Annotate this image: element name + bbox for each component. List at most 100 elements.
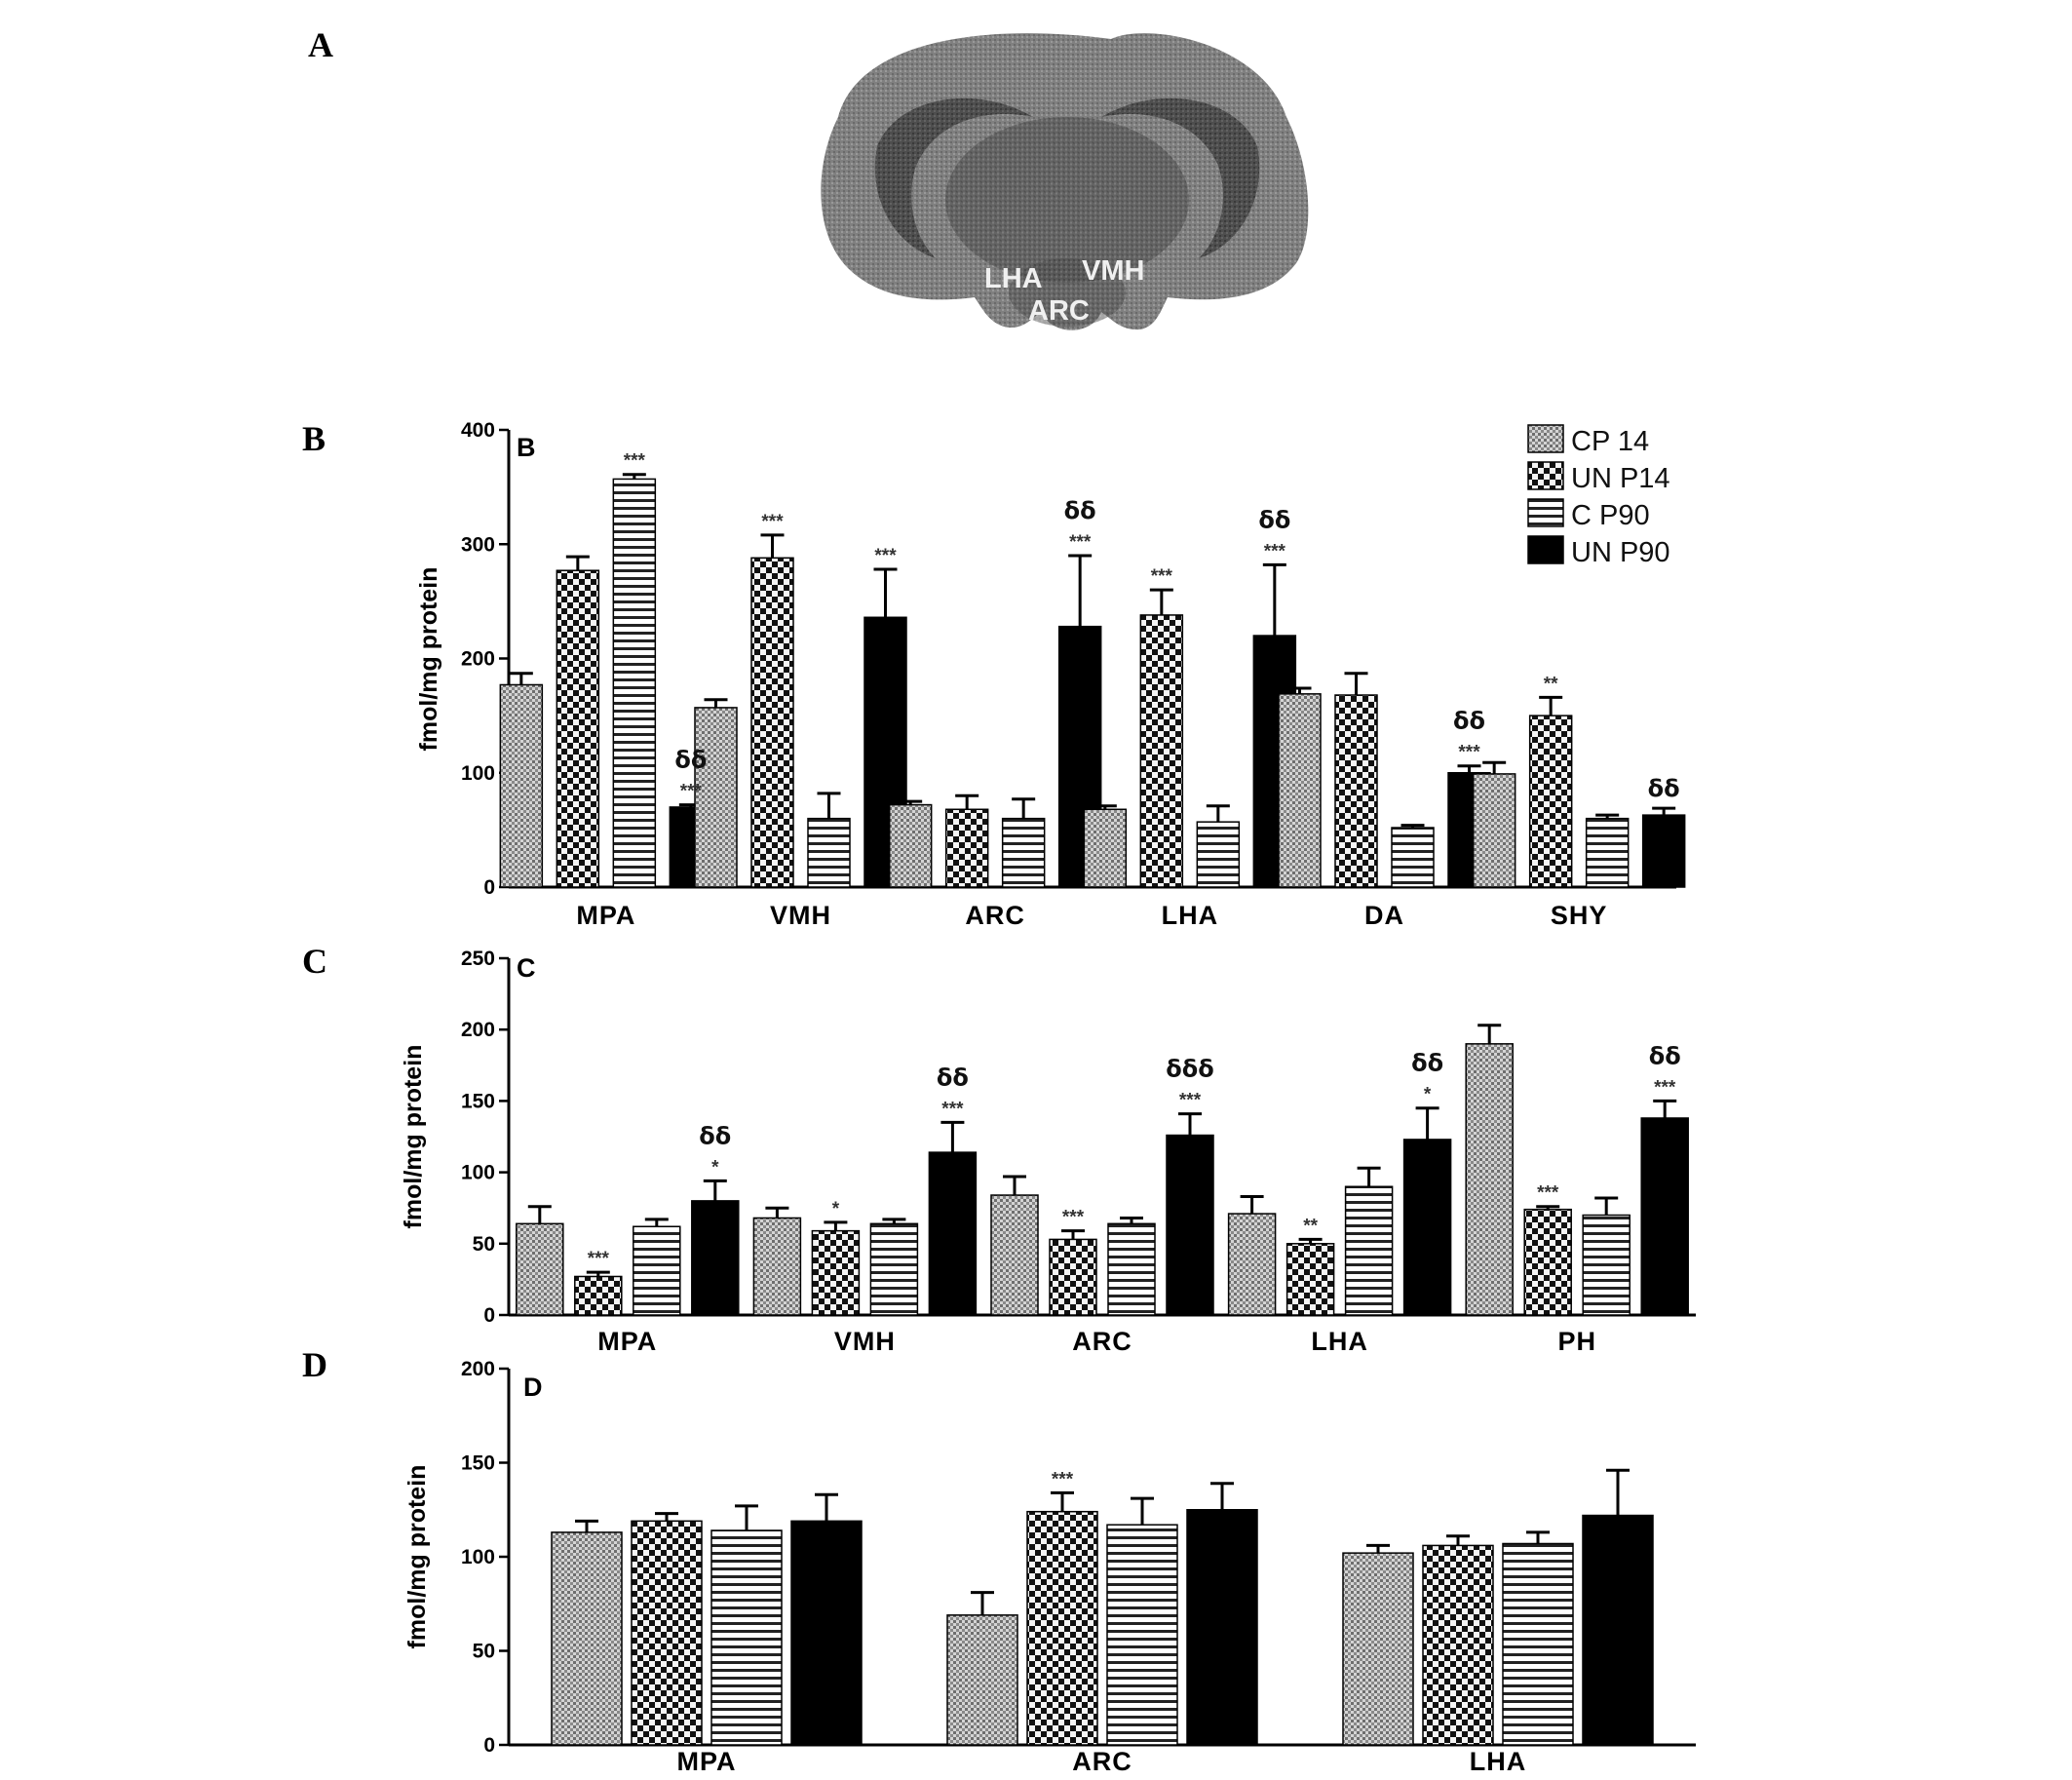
bar-c-lha-unp90 — [1402, 1139, 1452, 1316]
category-label-c-lha: LHA — [1311, 1327, 1368, 1356]
bar-b-shy-cp90 — [1585, 817, 1630, 888]
bar-d-lha-cp14 — [1342, 1552, 1414, 1746]
significance-mark-b-8-0: ** — [1544, 674, 1558, 694]
significance-mark-c-3-1: *** — [941, 1099, 964, 1119]
category-label-d-arc: ARC — [1072, 1747, 1132, 1776]
inner-panel-letter-c: C — [517, 953, 536, 983]
y-tick-label-d-4: 200 — [461, 1358, 495, 1380]
y-tick-label-c-3: 150 — [461, 1090, 495, 1112]
bar-d-arc-unp90 — [1186, 1509, 1258, 1746]
bar-b-mpa-cp14 — [499, 683, 544, 888]
bar-c-vmh-unp14 — [811, 1229, 861, 1316]
legend-swatch-unp90 — [1527, 535, 1564, 564]
significance-mark-d-0-0: *** — [1052, 1469, 1074, 1490]
bar-c-vmh-unp90 — [928, 1151, 978, 1316]
panel-letter-b: B — [302, 419, 326, 458]
y-tick-label-d-0: 0 — [483, 1734, 495, 1757]
category-label-d-lha: LHA — [1470, 1747, 1527, 1776]
bar-c-arc-cp14 — [990, 1194, 1039, 1316]
category-label-b-arc: ARC — [965, 901, 1025, 930]
y-tick-label-c-4: 200 — [461, 1019, 495, 1041]
bar-c-ph-cp14 — [1465, 1043, 1514, 1316]
significance-mark-b-6-1: *** — [1264, 541, 1286, 561]
bar-c-arc-cp90 — [1107, 1222, 1156, 1316]
category-label-b-lha: LHA — [1162, 901, 1219, 930]
significance-mark-b-2-0: *** — [761, 512, 784, 532]
bar-b-mpa-unp14 — [556, 569, 600, 888]
significance-mark-b-1-0: δδ — [674, 747, 707, 774]
significance-mark-c-3-0: δδ — [937, 1064, 969, 1091]
brain-label-lha: LHA — [984, 263, 1043, 294]
category-label-c-vmh: VMH — [834, 1327, 896, 1356]
bar-d-mpa-cp90 — [710, 1529, 783, 1746]
bar-c-ph-unp90 — [1640, 1117, 1689, 1316]
category-label-c-mpa: MPA — [597, 1327, 657, 1356]
legend-swatch-cp90 — [1527, 498, 1564, 527]
bar-c-vmh-cp14 — [752, 1217, 802, 1316]
bar-b-arc-unp14 — [944, 808, 989, 888]
y-tick-label-b-1: 100 — [461, 762, 495, 785]
panel-letter-d: D — [302, 1345, 327, 1384]
y-tick-label-d-3: 150 — [461, 1452, 495, 1475]
bar-b-vmh-unp14 — [750, 557, 794, 888]
significance-mark-b-3-0: *** — [874, 546, 897, 566]
significance-mark-c-6-0: ** — [1303, 1216, 1318, 1236]
bar-d-lha-unp90 — [1582, 1514, 1654, 1746]
significance-mark-c-5-0: δδδ — [1166, 1056, 1213, 1083]
bar-c-mpa-cp90 — [633, 1225, 681, 1316]
panel-letter-c: C — [302, 942, 327, 981]
category-label-b-shy: SHY — [1551, 901, 1608, 930]
bar-b-shy-unp14 — [1528, 715, 1573, 888]
bar-c-mpa-unp14 — [574, 1275, 623, 1316]
chart-panel-b: 0 100 200 300 400 fmol/mg protein B MPA VMH ARC LH… — [415, 419, 1686, 930]
bar-c-ph-unp14 — [1523, 1208, 1572, 1316]
bar-c-arc-unp90 — [1166, 1134, 1214, 1316]
significance-mark-c-8-0: *** — [1537, 1183, 1559, 1204]
bar-b-da-cp90 — [1391, 827, 1435, 888]
bar-b-lha-cp90 — [1196, 821, 1241, 888]
legend: CP 14 UN P14 C P90 UN P90 — [1527, 424, 1670, 568]
bar-b-shy-unp90 — [1641, 814, 1686, 888]
bar-b-mpa-cp90 — [612, 478, 657, 888]
inner-panel-letter-b: B — [517, 433, 536, 462]
significance-mark-c-9-1: *** — [1654, 1077, 1676, 1098]
bar-c-ph-cp90 — [1582, 1214, 1631, 1316]
bar-b-lha-cp14 — [1083, 808, 1128, 888]
bar-c-lha-cp14 — [1227, 1213, 1277, 1316]
brain-section-image: LHA VMH ARC — [821, 33, 1309, 330]
category-label-d-mpa: MPA — [677, 1747, 737, 1776]
legend-label-unp90: UN P90 — [1571, 537, 1670, 568]
chart-panel-c: 0 50 100 150 200 250 fmol/mg protein C MPA VMH ARC… — [400, 948, 1696, 1356]
significance-mark-b-6-0: δδ — [1258, 506, 1290, 533]
significance-mark-c-4-0: *** — [1062, 1208, 1085, 1228]
bar-c-mpa-cp14 — [516, 1222, 564, 1316]
bar-c-lha-cp90 — [1344, 1185, 1394, 1316]
bar-b-shy-cp14 — [1472, 773, 1516, 888]
significance-mark-c-2-0: * — [832, 1199, 840, 1219]
panel-letter-a: A — [308, 25, 333, 64]
chart-panel-d: 0 50 100 150 200 fmol/mg protein D MPA ARC LHA *** — [403, 1358, 1696, 1776]
legend-label-cp90: C P90 — [1571, 500, 1650, 531]
significance-mark-b-1-1: *** — [680, 782, 703, 802]
category-label-c-arc: ARC — [1072, 1327, 1132, 1356]
bar-c-vmh-cp90 — [869, 1222, 919, 1316]
significance-mark-b-9-0: δδ — [1648, 775, 1680, 802]
bar-d-mpa-unp90 — [790, 1520, 863, 1746]
y-tick-label-b-4: 400 — [461, 419, 495, 442]
bar-b-da-unp14 — [1334, 694, 1378, 888]
y-tick-label-d-1: 50 — [473, 1641, 495, 1663]
y-tick-label-c-5: 250 — [461, 948, 495, 970]
significance-mark-c-9-0: δδ — [1649, 1042, 1681, 1069]
y-tick-label-c-0: 0 — [483, 1304, 495, 1327]
significance-mark-b-7-1: *** — [1458, 743, 1480, 763]
legend-label-cp14: CP 14 — [1571, 426, 1649, 457]
bar-b-vmh-unp90 — [863, 616, 907, 888]
bar-b-arc-cp90 — [1001, 817, 1046, 888]
y-axis-label-b: fmol/mg protein — [415, 567, 442, 752]
y-axis-label-d: fmol/mg protein — [403, 1465, 431, 1649]
significance-mark-c-7-1: * — [1424, 1085, 1432, 1105]
legend-swatch-cp14 — [1527, 424, 1564, 453]
y-tick-label-b-0: 0 — [483, 876, 495, 899]
bar-d-arc-unp14 — [1026, 1510, 1098, 1746]
